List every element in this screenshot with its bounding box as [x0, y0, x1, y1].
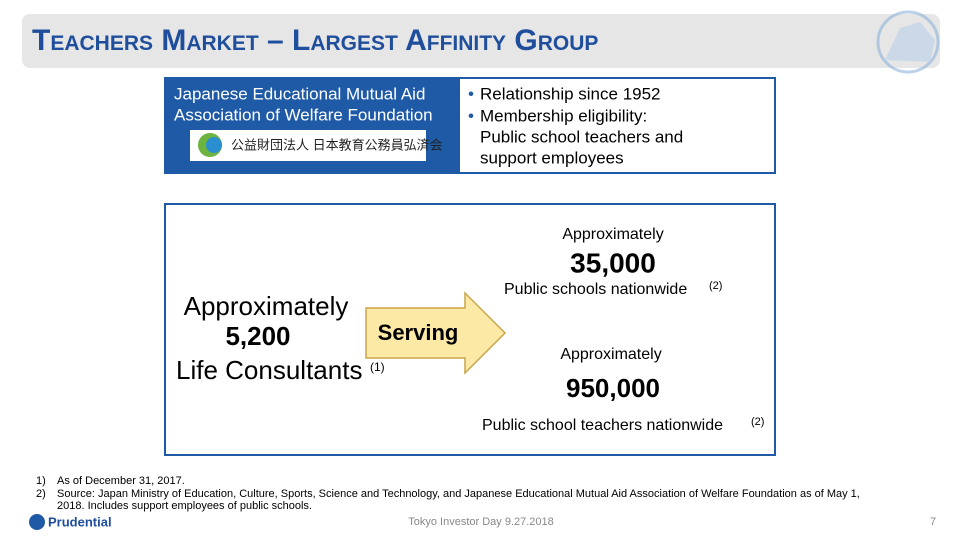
schools-count: 35,000 [570, 247, 656, 278]
corner-logo [876, 10, 940, 74]
arrow-label: Serving [378, 320, 459, 345]
footnote-ref: (1) [370, 360, 385, 374]
title: Teachers Market – Largest Affinity Group [32, 24, 598, 57]
partner-logo-mark [206, 137, 222, 153]
bullet: • [468, 84, 474, 103]
teachers-count: 950,000 [566, 373, 660, 403]
title-bar [22, 14, 940, 68]
bullet: • [468, 106, 474, 125]
footnote: 2018. Includes support employees of publ… [57, 500, 312, 512]
footnote: As of December 31, 2017. [57, 475, 185, 487]
consultants-prefix: Approximately [184, 291, 349, 321]
brand-mark [29, 514, 45, 530]
serving-arrow [365, 291, 507, 375]
partner-name: Japanese Educational Mutual Aid [174, 84, 425, 103]
footnote-ref: (2) [709, 280, 722, 292]
footnote-ref: (2) [751, 416, 764, 428]
bullet-text: Membership eligibility: [480, 106, 647, 125]
schools-label: Public schools nationwide [504, 281, 687, 298]
partner-logo-text: 公益財団法人 日本教育公務員弘済会 [231, 137, 443, 152]
schools-prefix: Approximately [562, 226, 663, 243]
bullet-text: Relationship since 1952 [480, 84, 661, 103]
page-number: 7 [930, 516, 936, 528]
teachers-prefix: Approximately [560, 346, 661, 363]
footer-event: Tokyo Investor Day 9.27.2018 [408, 516, 554, 528]
partner-name: Association of Welfare Foundation [174, 105, 433, 124]
partner-logo-box [190, 130, 426, 161]
footnote-marker: 2) [36, 488, 46, 500]
bullet-text: Public school teachers and [480, 127, 683, 146]
consultants-count: 5,200 [225, 321, 290, 351]
brand: Prudential [48, 514, 112, 529]
footnote-marker: 1) [36, 475, 46, 487]
footnote: Source: Japan Ministry of Education, Cul… [57, 488, 860, 500]
consultants-label: Life Consultants [176, 355, 362, 385]
bullet-text: support employees [480, 148, 624, 167]
teachers-label: Public school teachers nationwide [482, 417, 723, 434]
